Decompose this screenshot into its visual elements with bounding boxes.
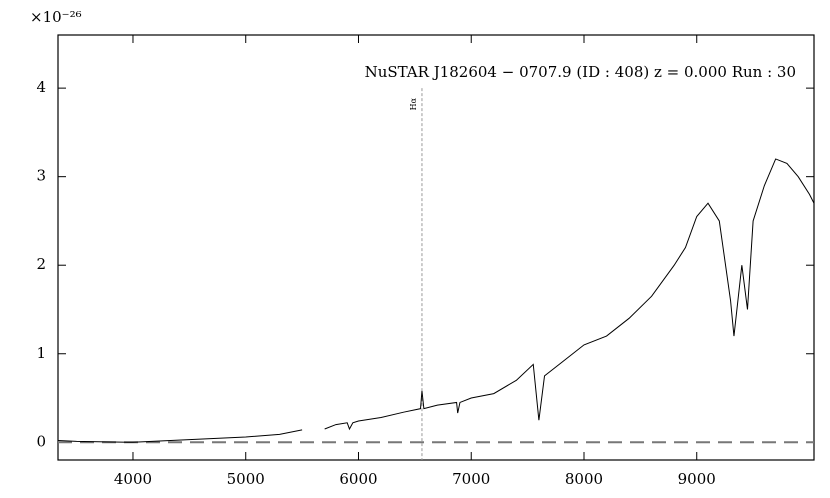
y-tick-label: 0	[36, 432, 46, 450]
x-tick-label: 9000	[678, 470, 716, 488]
x-tick-label: 6000	[339, 470, 377, 488]
chart-title: NuSTAR J182604 − 0707.9 (ID : 408) z = 0…	[365, 63, 796, 81]
x-tick-label: 8000	[565, 470, 603, 488]
spectrum-line	[57, 158, 815, 443]
line-marker-label: Hα	[409, 97, 418, 110]
y-offset-text: ×10⁻²⁶	[30, 8, 82, 26]
y-tick-label: 2	[36, 255, 46, 273]
plot-frame	[57, 34, 815, 461]
x-tick-label: 5000	[227, 470, 265, 488]
y-tick-label: 4	[36, 78, 46, 96]
y-tick-label: 3	[36, 167, 46, 185]
y-tick-label: 1	[36, 344, 46, 362]
x-tick-label: 7000	[452, 470, 490, 488]
x-tick-label: 4000	[114, 470, 152, 488]
